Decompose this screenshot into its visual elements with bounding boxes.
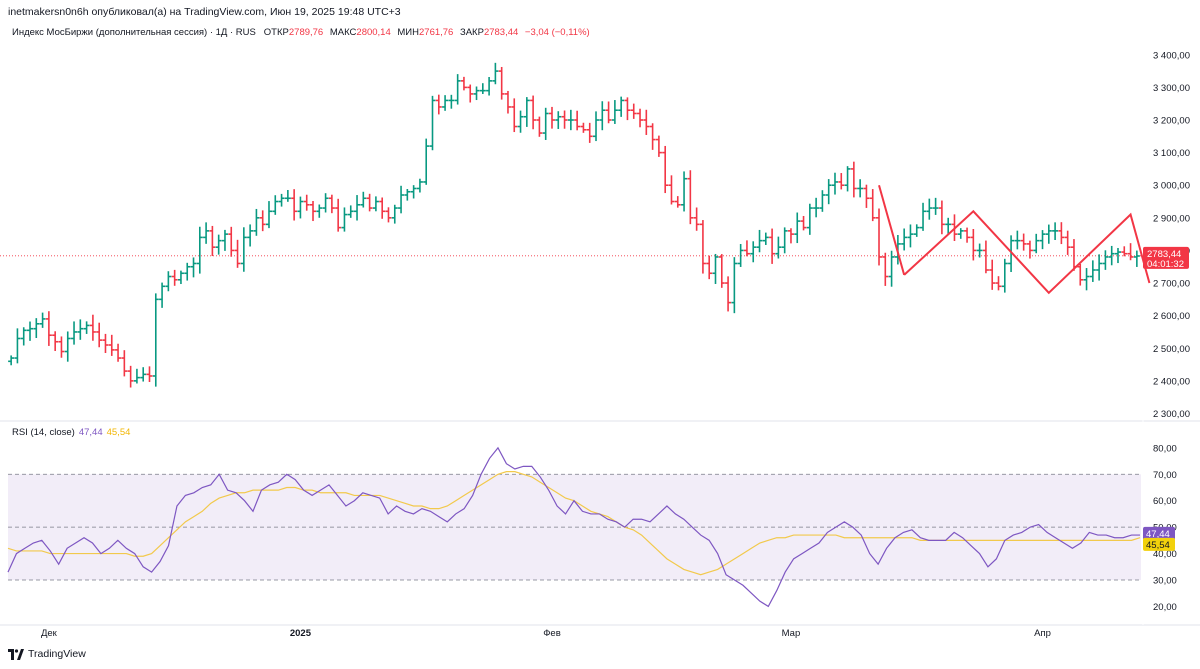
time-axis-label: Фев: [543, 628, 561, 639]
price-tick-label: 2 400,00: [1153, 376, 1190, 387]
rsi-legend-value: 47,44: [78, 427, 103, 438]
price-tick-label: 2 900,00: [1153, 213, 1190, 224]
current-price-badge: [1143, 246, 1189, 269]
rsi-ma-badge: [1143, 537, 1175, 551]
rsi-indicator-label[interactable]: RSI (14, close): [12, 427, 75, 438]
price-tick-label: 3 100,00: [1153, 148, 1190, 159]
zigzag-drawing-start: [878, 184, 906, 276]
rsi-value-badge: [1143, 526, 1175, 540]
high-label: МАКС: [329, 27, 357, 38]
open-label: ОТКР: [263, 27, 289, 38]
price-tick-label: 3 300,00: [1153, 83, 1190, 94]
time-axis-label: Дек: [41, 628, 58, 639]
time-axis-label: Апр: [1034, 628, 1051, 639]
low-value: 2761,76: [419, 27, 454, 38]
price-tick-label: 2 700,00: [1153, 279, 1190, 290]
rsi-ma-legend-value: 45,54: [106, 427, 131, 438]
tradingview-logo-icon: [8, 648, 24, 660]
rsi-tick-label: 20,00: [1153, 602, 1177, 613]
rsi-value-badge-text: 47,44: [1146, 529, 1170, 540]
high-value: 2800,14: [356, 27, 391, 38]
change-value: −3,04 (−0,11%): [524, 27, 590, 38]
price-tick-label: 2 600,00: [1153, 311, 1190, 322]
low-label: МИН: [397, 27, 419, 38]
rsi-legend: RSI (14, close) 47,44 45,54: [12, 427, 130, 438]
price-tick-label: 2 500,00: [1153, 344, 1190, 355]
tradingview-brand: TradingView: [28, 648, 86, 660]
price-tick-label: 2 300,00: [1153, 409, 1190, 420]
current-price-value: 2783,44: [1147, 249, 1181, 260]
rsi-tick-label: 80,00: [1153, 443, 1177, 454]
time-axis-label: Мар: [782, 628, 801, 639]
publication-header: inetmakersn0n6h опубликовал(а) на Tradin…: [8, 6, 401, 18]
price-tick-label: 3 400,00: [1153, 50, 1190, 61]
rsi-tick-label: 40,00: [1153, 549, 1177, 560]
price-tick-label: 3 200,00: [1153, 116, 1190, 127]
rsi-tick-label: 60,00: [1153, 496, 1177, 507]
open-value: 2789,76: [288, 27, 324, 38]
rsi-tick-label: 70,00: [1153, 470, 1177, 481]
tradingview-footer: TradingView: [8, 648, 86, 660]
rsi-line: [7, 446, 1140, 608]
close-value: 2783,44: [483, 27, 519, 38]
rsi-band: [8, 474, 1141, 580]
symbol-legend: Индекс МосБиржи (дополнительная сессия) …: [12, 27, 594, 38]
close-label: ЗАКР: [459, 27, 484, 38]
rsi-ma-badge-text: 45,54: [1146, 540, 1170, 551]
price-tick-label: 3 000,00: [1153, 181, 1190, 192]
rsi-tick-label: 30,00: [1153, 576, 1177, 587]
zigzag-drawing: [903, 209, 1151, 295]
symbol-title[interactable]: Индекс МосБиржи (дополнительная сессия) …: [12, 27, 256, 38]
countdown-timer: 04:01:32: [1147, 259, 1184, 270]
time-axis-label: 2025: [290, 628, 312, 639]
